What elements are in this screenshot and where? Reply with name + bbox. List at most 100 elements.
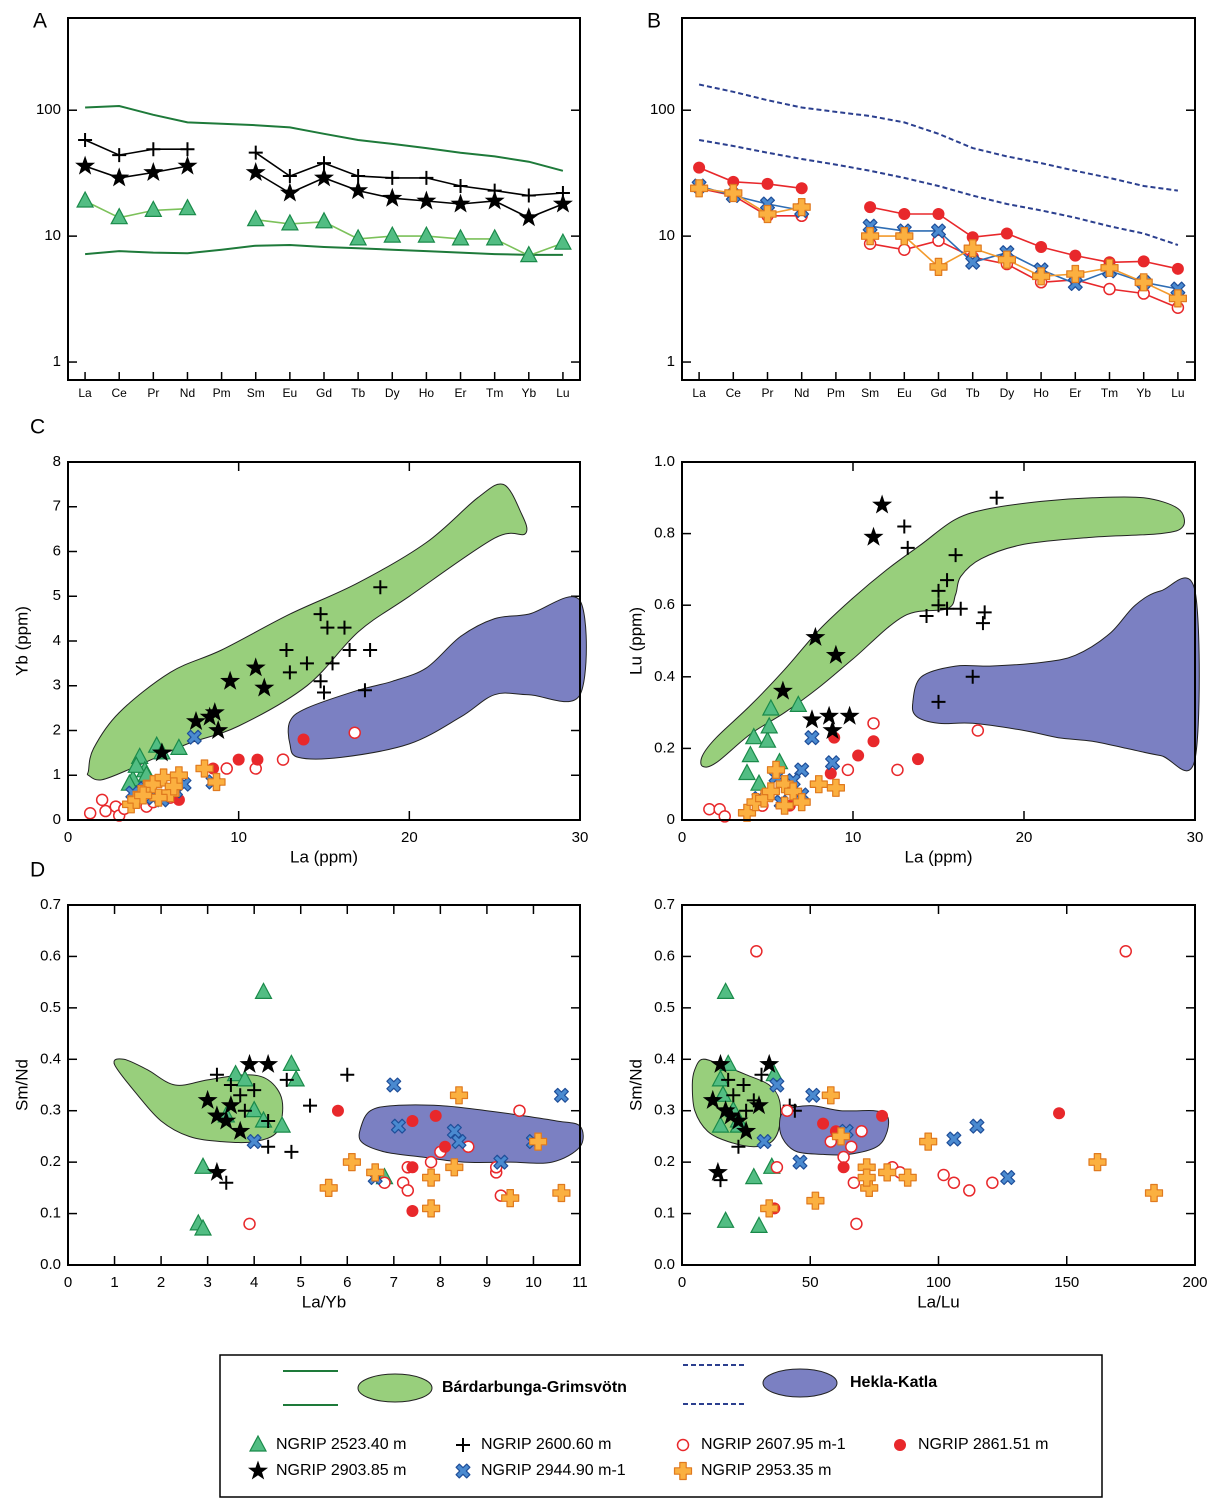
data-point — [110, 207, 129, 225]
region — [911, 577, 1200, 772]
data-point — [744, 727, 763, 745]
data-point — [864, 201, 877, 214]
series-line — [255, 171, 564, 219]
y-tick-label: 5 — [53, 587, 61, 604]
legend-marker — [676, 1438, 690, 1452]
y-tick-label: 0.6 — [654, 596, 675, 613]
x-tick-label: La — [78, 386, 92, 400]
data-point — [855, 1125, 868, 1138]
data-point — [348, 180, 369, 200]
data-point — [693, 161, 706, 174]
data-point — [553, 232, 572, 250]
data-point — [237, 1103, 252, 1118]
x-tick-label: Tm — [1101, 386, 1118, 400]
data-point — [513, 1104, 526, 1117]
y-tick-label: 1 — [53, 353, 61, 370]
data-point — [493, 1154, 509, 1170]
envelope-line — [698, 139, 1179, 246]
data-point — [553, 1087, 569, 1103]
data-point — [199, 706, 220, 726]
data-point — [349, 228, 368, 246]
data-point — [385, 170, 400, 185]
data-point — [760, 716, 779, 734]
data-point — [194, 1218, 212, 1236]
region — [358, 1104, 584, 1164]
plot-frame — [67, 904, 581, 1266]
data-point — [852, 749, 865, 762]
data-point — [760, 1199, 779, 1218]
series-line — [698, 166, 802, 190]
data-point — [724, 183, 743, 203]
data-point — [406, 1161, 419, 1174]
data-point — [867, 735, 880, 748]
series-line — [84, 200, 188, 219]
data-point — [804, 730, 820, 746]
data-point — [750, 945, 763, 958]
y-axis-label: Sm/Nd — [12, 1059, 31, 1111]
plot-frame — [67, 461, 581, 821]
data-point — [127, 756, 146, 773]
data-point — [898, 243, 911, 256]
data-point — [953, 601, 968, 616]
legend-label: Hekla-Katla — [850, 1374, 937, 1391]
data-point — [348, 726, 361, 739]
data-point — [738, 763, 756, 781]
data-point — [258, 1053, 279, 1073]
data-point — [439, 1140, 452, 1153]
data-point — [805, 626, 826, 646]
data-point — [383, 225, 402, 243]
legend-label: NGRIP 2600.60 m — [481, 1436, 611, 1453]
data-point — [1103, 282, 1116, 296]
x-tick-label: Tm — [486, 386, 503, 400]
data-point — [164, 777, 183, 796]
data-point — [759, 1053, 780, 1073]
data-point — [805, 1087, 821, 1103]
data-point — [429, 1109, 442, 1122]
y-tick-label: 10 — [44, 227, 61, 244]
data-point — [151, 742, 172, 762]
data-point — [453, 179, 468, 194]
y-tick-label: 100 — [36, 101, 61, 118]
data-point — [357, 683, 372, 698]
data-point — [1000, 1169, 1016, 1186]
data-point — [819, 705, 839, 725]
data-point — [342, 1152, 361, 1172]
data-point — [75, 155, 96, 175]
data-point — [702, 1089, 723, 1109]
data-point — [831, 1127, 851, 1146]
data-point — [863, 526, 884, 546]
data-point — [726, 1088, 741, 1103]
data-point — [736, 1078, 751, 1092]
data-point — [931, 598, 946, 613]
data-point — [518, 207, 539, 227]
x-tick-label: Pm — [827, 386, 845, 400]
data-point — [1171, 262, 1184, 275]
y-tick-label: 1 — [667, 353, 675, 370]
y-tick-label: 0 — [53, 811, 61, 828]
data-point — [297, 733, 310, 746]
data-point — [251, 753, 264, 766]
data-point — [186, 711, 206, 730]
data-point — [761, 782, 781, 801]
data-point — [744, 1167, 763, 1185]
data-point — [707, 1161, 728, 1181]
data-point — [898, 1168, 917, 1187]
legend-label: NGRIP 2523.40 m — [276, 1436, 406, 1453]
x-tick-label: 200 — [1182, 1274, 1207, 1291]
data-point — [1088, 1152, 1107, 1172]
x-tick-label: 8 — [436, 1274, 444, 1291]
data-point — [287, 1069, 306, 1087]
data-point — [837, 1150, 850, 1164]
data-point — [770, 1161, 784, 1174]
data-point — [792, 198, 811, 217]
data-point — [720, 1105, 741, 1125]
legend-marker — [894, 1439, 906, 1451]
data-point — [320, 620, 335, 635]
data-point — [721, 1072, 736, 1087]
data-point — [373, 580, 388, 595]
data-point — [756, 1133, 772, 1150]
data-point — [741, 745, 760, 763]
data-point — [146, 142, 161, 157]
data-point — [946, 1131, 962, 1147]
